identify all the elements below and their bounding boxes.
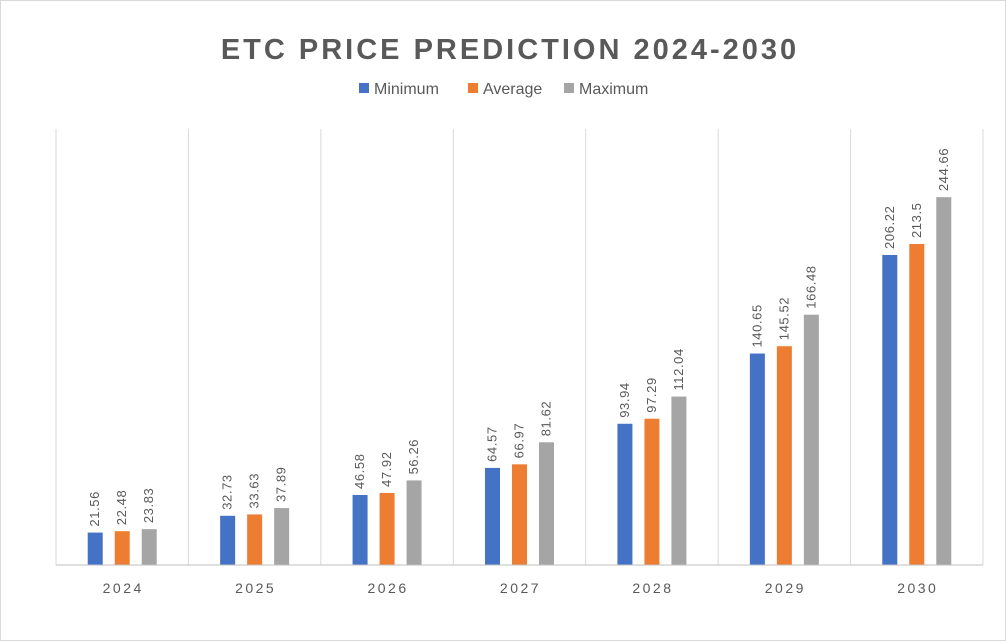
data-label-average-2026: 47.92 [379, 451, 394, 487]
data-label-minimum-2026: 46.58 [352, 453, 367, 489]
x-tick-label-2025: 2025 [235, 580, 276, 596]
data-label-maximum-2027: 81.62 [539, 401, 554, 437]
data-label-average-2027: 66.97 [512, 423, 527, 459]
bar-maximum-2029 [803, 314, 819, 565]
bar-average-2025 [247, 514, 263, 565]
bar-maximum-2026 [406, 480, 422, 565]
bar-maximum-2027 [539, 442, 554, 565]
data-label-minimum-2025: 32.73 [220, 474, 235, 510]
bar-minimum-2028 [617, 423, 633, 565]
data-label-maximum-2029: 166.48 [803, 265, 818, 308]
bar-average-2028 [644, 418, 660, 565]
legend-label-average: Average [483, 81, 542, 98]
bar-minimum-2026 [352, 494, 368, 565]
bar-minimum-2029 [749, 353, 765, 565]
x-tick-label-2027: 2027 [500, 580, 541, 596]
bar-minimum-2024 [87, 532, 103, 565]
data-label-average-2028: 97.29 [644, 377, 659, 413]
data-label-maximum-2025: 37.89 [274, 466, 289, 502]
bar-average-2029 [776, 346, 792, 565]
data-label-maximum-2024: 23.83 [141, 488, 156, 524]
data-label-average-2024: 22.48 [114, 490, 129, 526]
bar-average-2030 [909, 244, 925, 565]
data-label-average-2025: 33.63 [247, 473, 262, 509]
legend-label-minimum: Minimum [374, 81, 439, 98]
bar-average-2024 [114, 531, 130, 565]
x-tick-label-2026: 2026 [367, 580, 408, 596]
chart-title: ETC PRICE PREDICTION 2024-2030 [221, 34, 799, 66]
data-label-minimum-2028: 93.94 [617, 382, 632, 418]
bar-maximum-2030 [936, 197, 952, 565]
legend-swatch-maximum [564, 83, 574, 93]
category-gridlines [55, 129, 984, 565]
x-tick-label-2024: 2024 [103, 580, 144, 596]
x-tick-label-2028: 2028 [632, 580, 673, 596]
bar-maximum-2025 [274, 508, 290, 565]
data-label-minimum-2024: 21.56 [87, 491, 102, 527]
legend-swatch-average [468, 83, 478, 93]
x-axis-tick-labels: 2024 2025 2026 2027 2028 2029 2030 [103, 580, 938, 596]
bar-maximum-2028 [671, 396, 687, 565]
legend-label-maximum: Maximum [579, 81, 648, 98]
bar-minimum-2025 [220, 515, 236, 565]
x-tick-label-2030: 2030 [897, 580, 938, 596]
data-label-minimum-2027: 64.57 [485, 426, 500, 462]
data-label-average-2030: 213.5 [909, 202, 924, 238]
bar-maximum-2024 [141, 529, 157, 565]
data-label-group: 21.56 22.48 23.83 32.73 33.63 37.89 46.58 47.92… [87, 148, 951, 527]
bar-average-2026 [379, 492, 395, 565]
bar-minimum-2027 [485, 467, 500, 565]
data-label-minimum-2030: 206.22 [882, 206, 897, 249]
legend-swatch-minimum [359, 83, 369, 93]
data-label-maximum-2026: 56.26 [406, 439, 421, 475]
chart-legend: Minimum Average Maximum [359, 81, 648, 98]
x-tick-label-2029: 2029 [765, 580, 806, 596]
data-label-average-2029: 145.52 [776, 297, 791, 340]
bar-average-2027 [512, 464, 527, 565]
bar-series-group [87, 197, 952, 565]
bar-minimum-2030 [882, 254, 898, 565]
data-label-maximum-2028: 112.04 [671, 348, 686, 390]
data-label-maximum-2030: 244.66 [936, 148, 951, 191]
data-label-minimum-2029: 140.65 [749, 304, 764, 347]
